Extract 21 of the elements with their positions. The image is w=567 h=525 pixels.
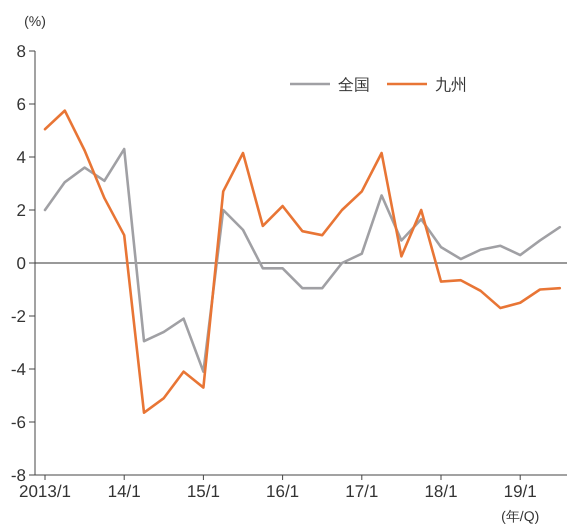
- x-tick-label: 18/1: [424, 482, 458, 501]
- x-tick-label: 14/1: [108, 482, 141, 501]
- y-tick-label: -2: [10, 307, 26, 326]
- y-tick-label: -6: [10, 413, 26, 432]
- x-axis-title: (年/Q): [501, 508, 540, 524]
- x-tick-label: 17/1: [345, 482, 378, 501]
- x-tick-label: 15/1: [186, 482, 220, 501]
- y-tick-label: 4: [16, 148, 26, 167]
- legend-label: 九州: [435, 76, 467, 94]
- y-axis-title: (%): [24, 13, 46, 29]
- y-tick-label: 2: [16, 201, 26, 220]
- x-tick-label: 2013/1: [19, 482, 71, 501]
- legend-label: 全国: [338, 77, 370, 94]
- y-tick-label: 8: [16, 42, 26, 61]
- y-tick-label: 6: [16, 95, 26, 114]
- y-tick-label: -8: [10, 466, 26, 485]
- y-tick-label: 0: [16, 254, 26, 273]
- line-series: [44, 109, 562, 414]
- x-tick-label: 16/1: [266, 482, 300, 501]
- x-tick-label: 19/1: [504, 482, 537, 501]
- y-tick-label: -4: [10, 360, 26, 379]
